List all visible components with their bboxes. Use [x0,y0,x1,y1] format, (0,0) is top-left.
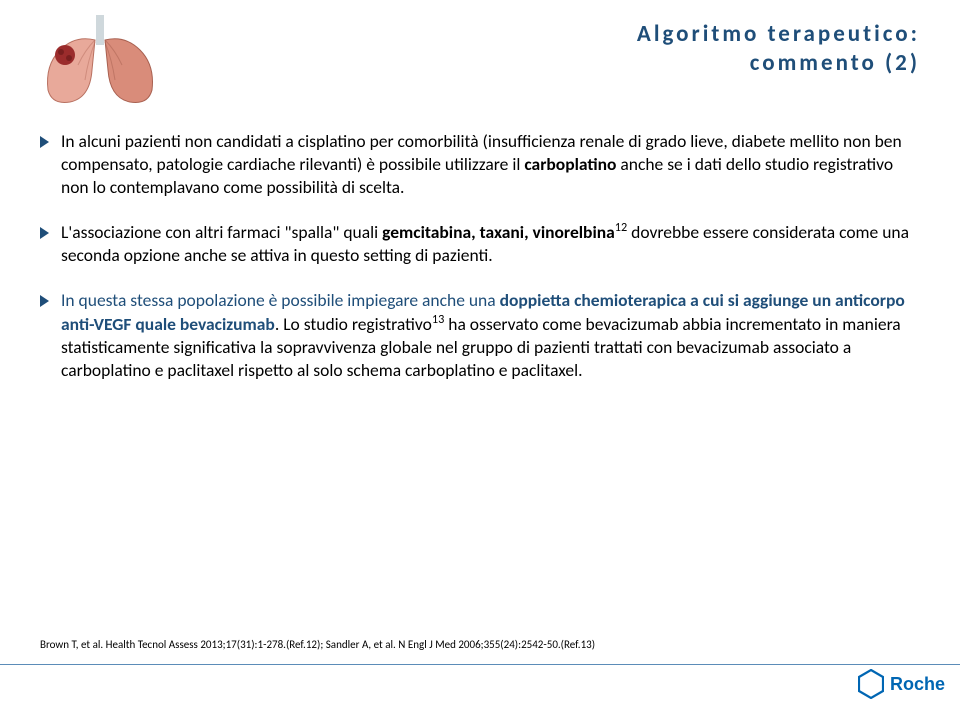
lungs-illustration [30,10,170,110]
bullet-text: L'associazione con altri farmaci "spalla… [61,221,920,267]
text-segment: gemcitabina, taxani, vinorelbina [382,221,615,243]
bullet-triangle-icon [40,227,49,239]
footer-divider [0,664,960,665]
bullet-triangle-icon [40,295,49,307]
bullet-item: In alcuni pazienti non candidati a cispl… [40,130,920,199]
text-segment: L'associazione con altri farmaci "spalla… [61,221,382,243]
text-segment: carboplatino [524,153,616,175]
content-area: In alcuni pazienti non candidati a cispl… [40,130,920,404]
title-line-2: commento (2) [637,49,920,78]
logo-text: Roche [890,674,945,695]
bullet-item: L'associazione con altri farmaci "spalla… [40,221,920,267]
bullet-text: In alcuni pazienti non candidati a cispl… [61,130,920,199]
references-text: Brown T, et al. Health Tecnol Assess 201… [40,638,920,652]
title-line-1: Algoritmo terapeutico: [637,20,920,49]
bullet-triangle-icon [40,136,49,148]
roche-logo: Roche [858,669,945,699]
text-segment: 12 [615,220,627,235]
tumor-mass [55,45,75,65]
bullet-text: In questa stessa popolazione è possibile… [61,289,920,381]
text-segment: In questa stessa popolazione è possibile… [61,289,500,311]
hexagon-icon [858,669,884,699]
text-segment: 13 [432,312,444,327]
slide-title: Algoritmo terapeutico: commento (2) [637,20,920,78]
bullet-item: In questa stessa popolazione è possibile… [40,289,920,381]
text-segment: . Lo studio registrativo [275,313,432,335]
